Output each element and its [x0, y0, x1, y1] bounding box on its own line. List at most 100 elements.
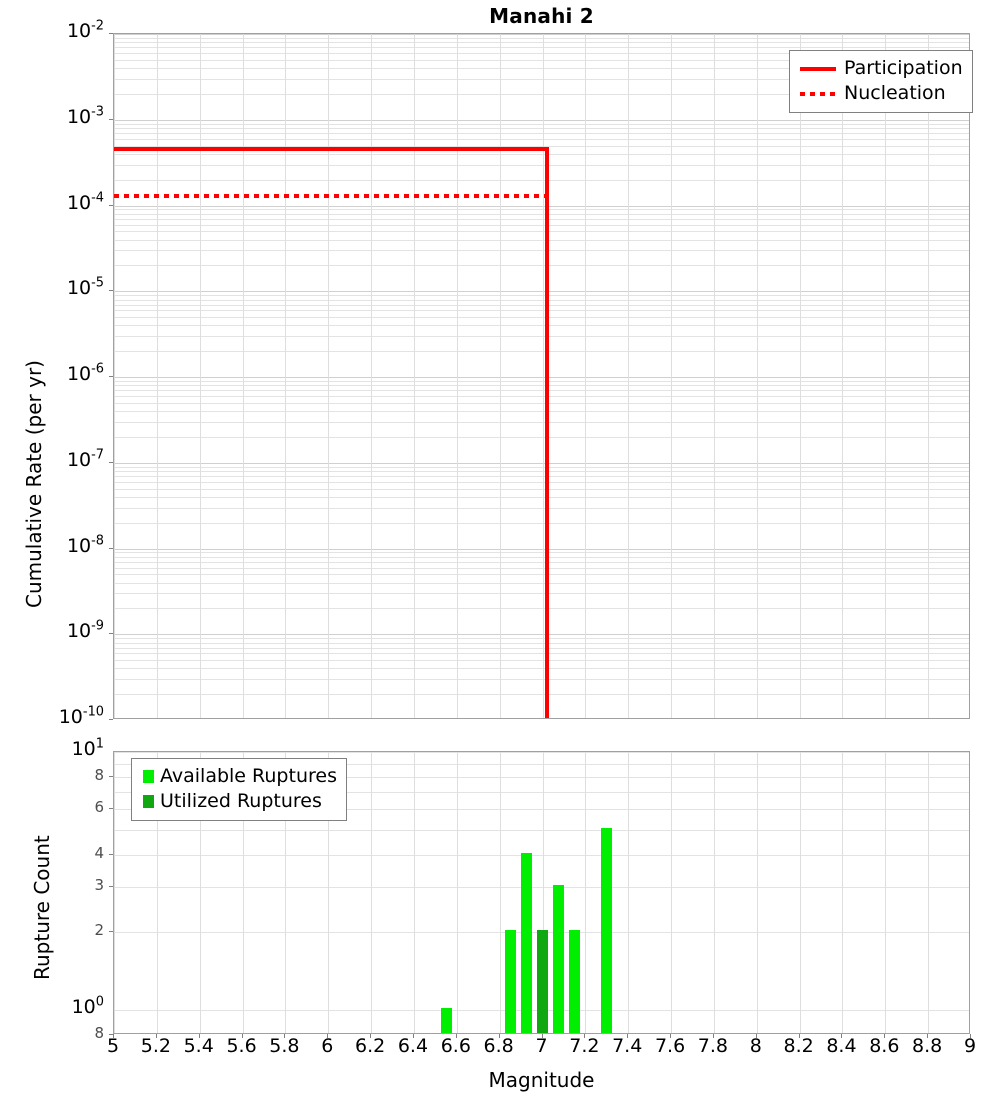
gridline-h-minor	[114, 265, 969, 266]
gridline-h	[114, 830, 969, 831]
gridline-h-minor	[114, 476, 969, 477]
gridline-h-minor	[114, 583, 969, 584]
gridline-h	[114, 777, 969, 778]
x-tick-label: 7.8	[697, 1035, 728, 1057]
bottom-gridlines	[114, 752, 969, 1033]
gridline-h	[114, 792, 969, 793]
bottom-y-minor-tick-label: 8	[94, 1024, 104, 1042]
gridline-h-minor	[114, 668, 969, 669]
gridline-h-minor	[114, 133, 969, 134]
top-y-tick-label: 10-6	[66, 361, 104, 385]
bottom-y-tick-mark	[109, 931, 113, 932]
gridline-v	[714, 752, 715, 1033]
top-legend: Participation Nucleation	[789, 50, 973, 113]
bottom-y-tick-label: 101	[71, 736, 104, 760]
top-y-tick-label: 10-5	[66, 275, 104, 300]
gridline-v	[842, 34, 843, 718]
gridline-v	[885, 752, 886, 1033]
legend-entry: Nucleation	[799, 81, 963, 106]
bar	[441, 1008, 452, 1033]
gridline-h-minor	[114, 94, 969, 95]
gridline-h-minor	[114, 305, 969, 306]
gridline-v	[928, 752, 929, 1033]
x-tick-label: 5.2	[140, 1035, 171, 1057]
gridline-h	[114, 120, 969, 121]
gridline-h-minor	[114, 128, 969, 129]
gridline-h-minor	[114, 653, 969, 654]
x-tick-mark	[584, 1034, 585, 1038]
gridline-h-minor	[114, 250, 969, 251]
top-gridlines	[114, 34, 969, 718]
gridline-h-minor	[114, 165, 969, 166]
bar	[553, 885, 564, 1033]
bottom-y-minor-tick-label: 4	[94, 843, 104, 862]
gridline-h-minor	[114, 124, 969, 125]
gridline-v	[414, 34, 415, 718]
gridline-v	[800, 752, 801, 1033]
gridline-v	[671, 34, 672, 718]
gridline-v	[285, 752, 286, 1033]
x-tick-mark	[756, 1034, 757, 1038]
bottom-y-axis-label: Rupture Count	[30, 835, 54, 980]
gridline-h-minor	[114, 489, 969, 490]
bottom-y-tick-mark	[109, 776, 113, 777]
gridline-h-minor	[114, 214, 969, 215]
gridline-h-minor	[114, 523, 969, 524]
bottom-legend: Available Ruptures Utilized Ruptures	[131, 758, 347, 821]
gridline-v	[885, 34, 886, 718]
gridline-h	[114, 809, 969, 810]
x-tick-mark	[242, 1034, 243, 1038]
gridline-h-minor	[114, 146, 969, 147]
x-tick-label: 6.2	[354, 1035, 386, 1057]
gridline-h	[114, 764, 969, 765]
x-tick-label: 8.6	[869, 1035, 900, 1057]
gridline-h-minor	[114, 60, 969, 61]
x-tick-mark	[841, 1034, 842, 1038]
x-tick-label: 5.4	[183, 1035, 214, 1057]
x-tick-mark	[156, 1034, 157, 1038]
bar	[537, 930, 548, 1033]
x-tick-mark	[799, 1034, 800, 1038]
bottom-y-minor-tick-label: 8	[94, 766, 104, 784]
legend-line-swatch-solid	[799, 66, 837, 71]
gridline-v	[500, 752, 501, 1033]
top-y-tick-mark	[109, 376, 113, 377]
gridline-h-minor	[114, 219, 969, 220]
gridline-v	[243, 34, 244, 718]
gridline-h-minor	[114, 295, 969, 296]
gridline-v	[457, 752, 458, 1033]
gridline-v	[500, 34, 501, 718]
bottom-y-tick-mark	[109, 1034, 113, 1035]
x-tick-label: 5.8	[269, 1035, 300, 1057]
gridline-h-minor	[114, 225, 969, 226]
x-tick-mark	[542, 1034, 543, 1038]
top-y-tick-mark	[109, 633, 113, 634]
gridline-v	[543, 34, 544, 718]
gridline-h-minor	[114, 317, 969, 318]
top-y-tick-mark	[109, 548, 113, 549]
top-y-tick-mark	[109, 462, 113, 463]
gridline-h-minor	[114, 47, 969, 48]
gridline-h-minor	[114, 471, 969, 472]
gridline-h-minor	[114, 482, 969, 483]
legend-label: Participation	[844, 57, 963, 79]
legend-label: Nucleation	[844, 82, 946, 104]
top-y-tick-label: 10-7	[66, 447, 104, 471]
x-tick-mark	[284, 1034, 285, 1038]
x-tick-mark	[499, 1034, 500, 1038]
gridline-h-minor	[114, 552, 969, 553]
top-y-tick-label: 10-2	[66, 18, 104, 42]
gridline-v	[157, 752, 158, 1033]
gridline-h-minor	[114, 557, 969, 558]
x-tick-label: 8.4	[826, 1035, 857, 1057]
top-data-layer	[114, 34, 969, 718]
gridline-v	[671, 752, 672, 1033]
gridline-h-minor	[114, 508, 969, 509]
gridline-h-minor	[114, 467, 969, 468]
legend-color-swatch	[141, 795, 155, 808]
gridline-h-minor	[114, 79, 969, 80]
top-y-tick-label: 10-10	[58, 704, 104, 728]
gridline-h-minor	[114, 240, 969, 241]
legend-label: Utilized Ruptures	[160, 790, 322, 812]
x-tick-mark	[670, 1034, 671, 1038]
